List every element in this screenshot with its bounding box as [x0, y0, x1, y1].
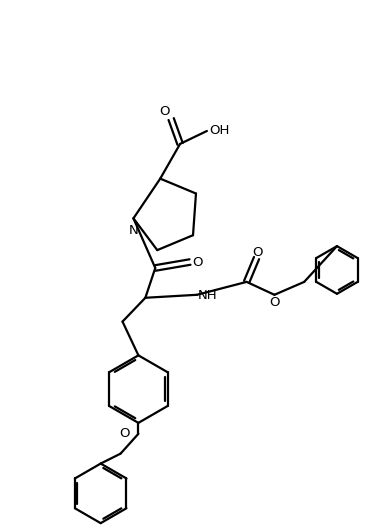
Text: O: O — [269, 296, 280, 309]
Text: O: O — [119, 427, 130, 440]
Text: N: N — [128, 225, 138, 237]
Text: OH: OH — [209, 124, 229, 137]
Text: NH: NH — [198, 289, 218, 302]
Text: O: O — [192, 255, 203, 269]
Text: O: O — [252, 246, 263, 259]
Text: O: O — [160, 105, 170, 118]
